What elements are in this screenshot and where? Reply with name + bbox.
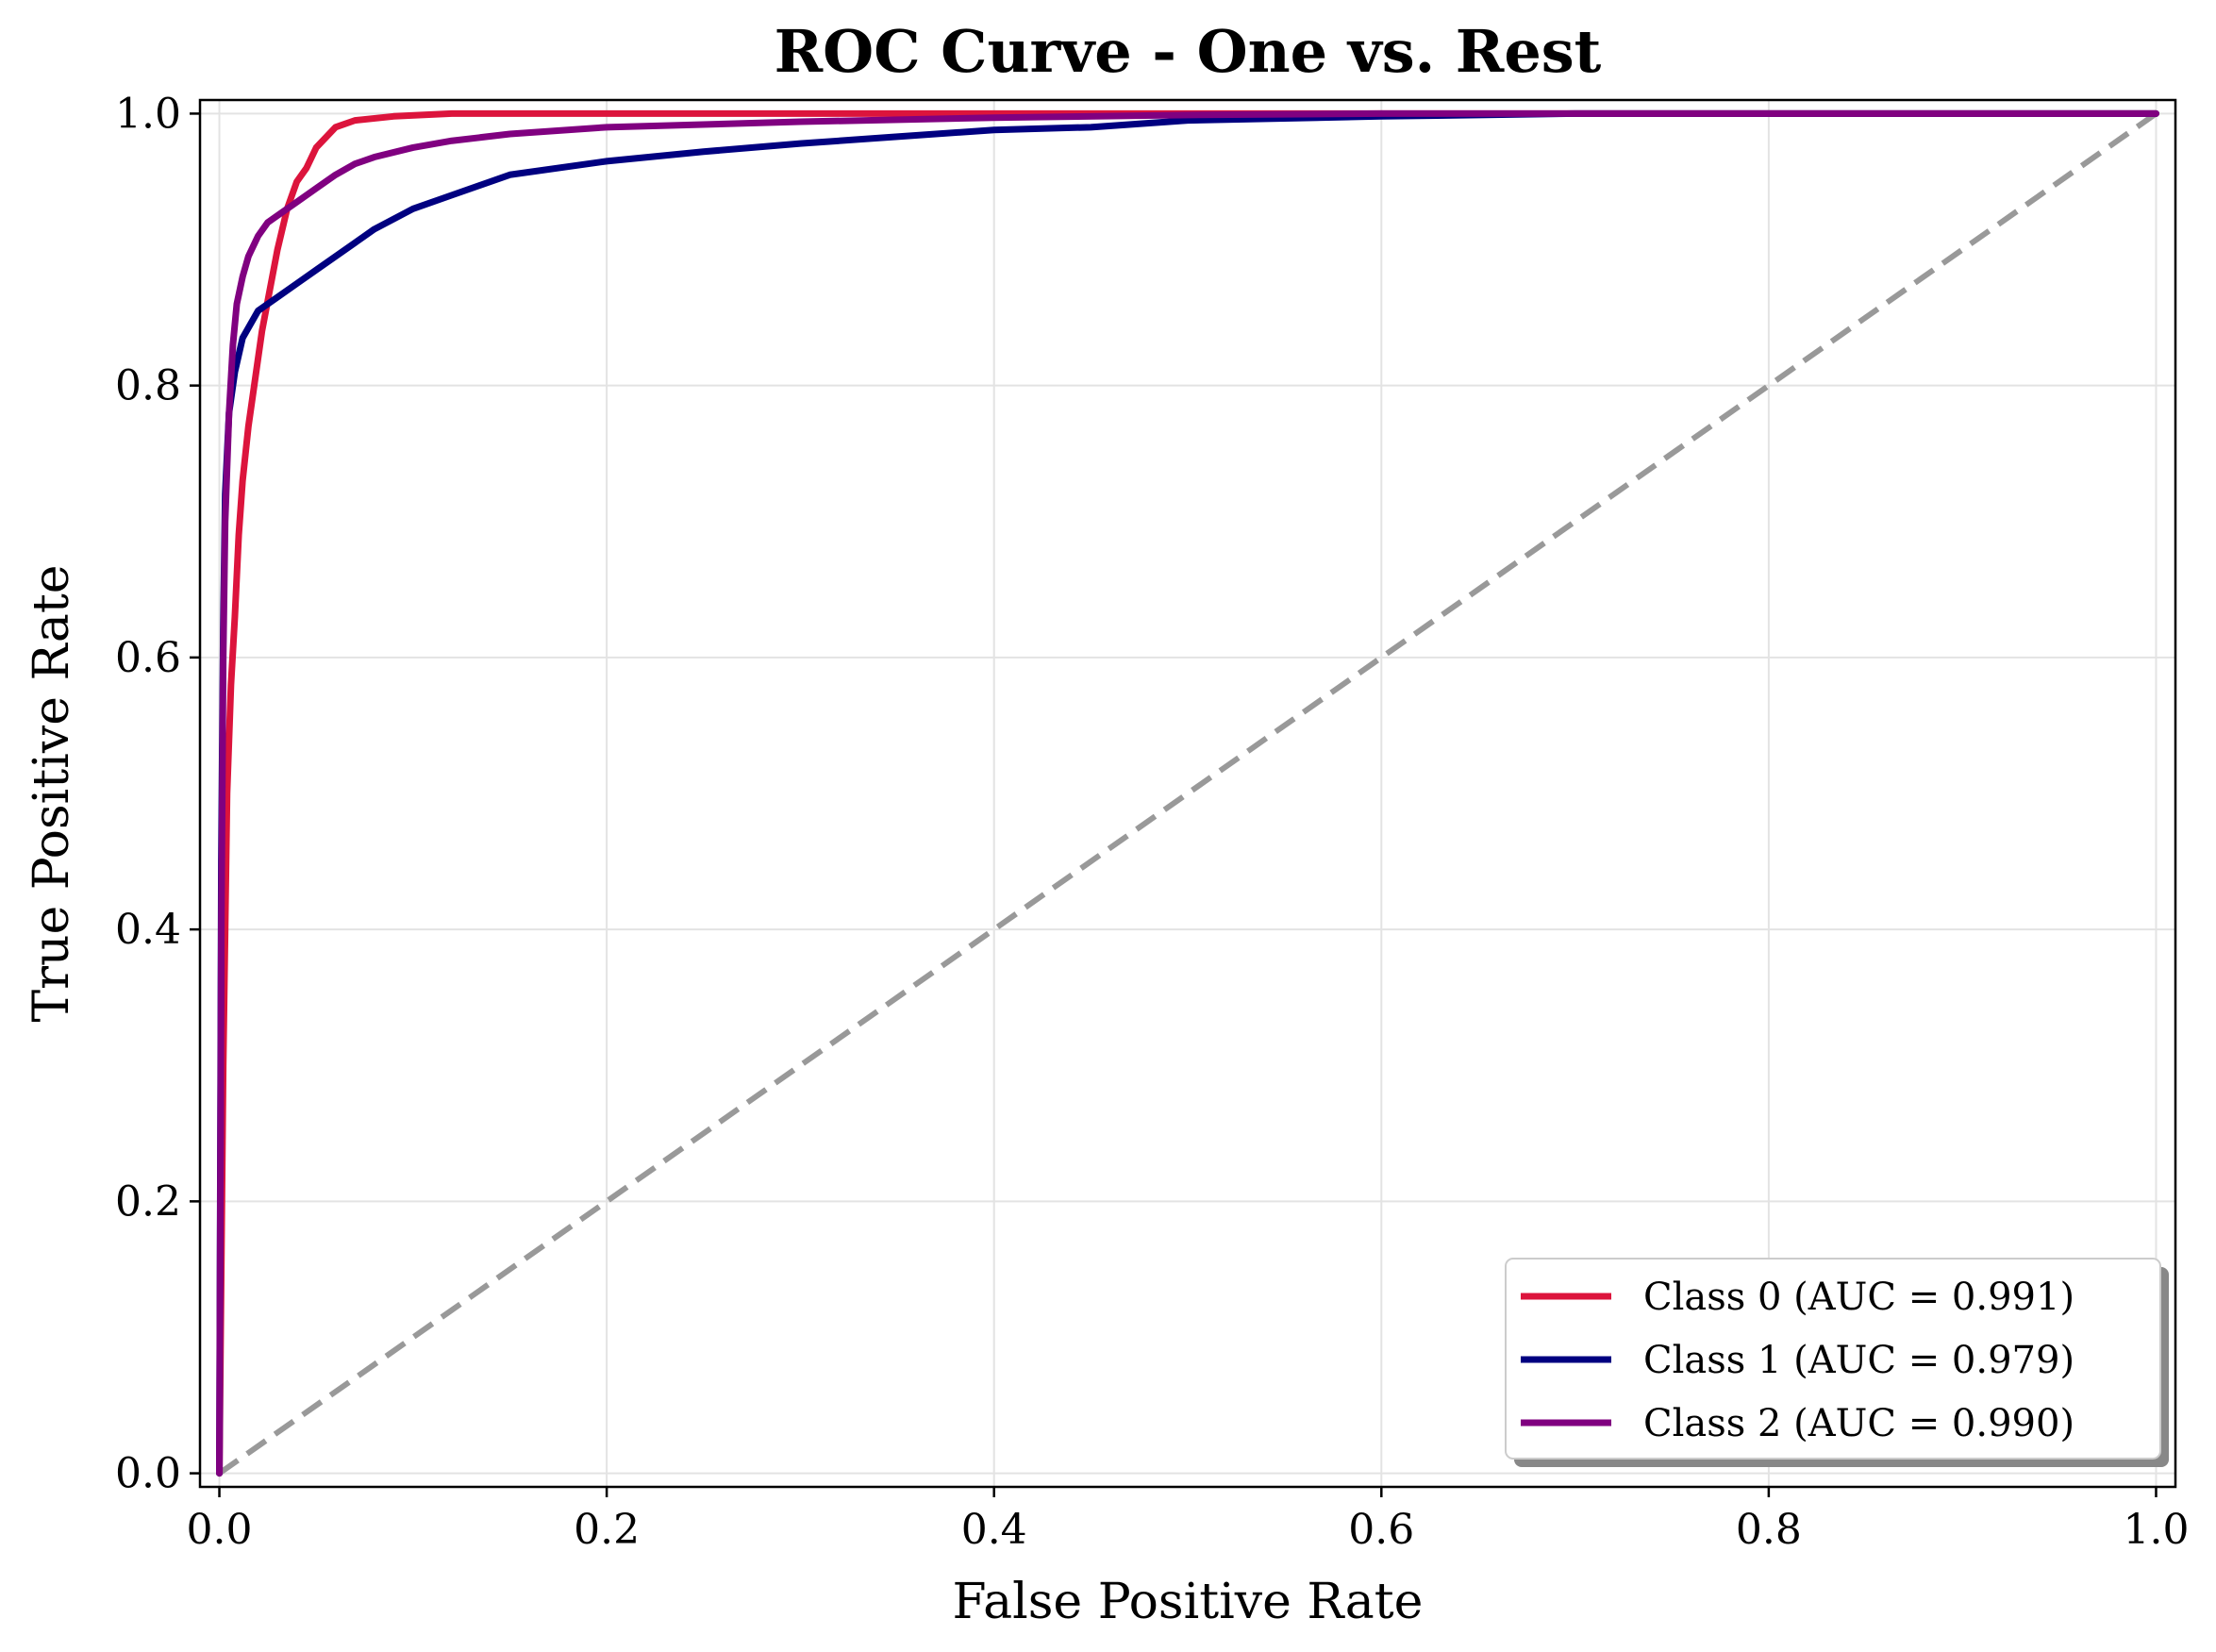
x-axis-ticks: 0.0 0.2 0.4 0.6 0.8 1.0	[187, 1487, 2189, 1554]
chart-title: ROC Curve - One vs. Rest	[775, 17, 1602, 86]
y-tick-label: 0.8	[115, 362, 181, 410]
diagonal-reference-line	[217, 110, 2158, 1477]
legend-label-class-1: Class 1 (AUC = 0.979)	[1643, 1339, 2074, 1382]
roc-curve-class-2	[216, 109, 2159, 1477]
x-tick-label: 0.8	[1736, 1506, 1802, 1554]
reference-line	[217, 110, 2158, 1477]
y-axis-ticks: 0.0 0.2 0.4 0.6 0.8 1.0	[115, 90, 200, 1498]
x-tick-label: 1.0	[2123, 1506, 2189, 1554]
legend-label-class-0: Class 0 (AUC = 0.991)	[1643, 1276, 2074, 1319]
x-tick-label: 0.6	[1348, 1506, 1414, 1554]
x-tick-label: 0.0	[187, 1506, 253, 1554]
y-tick-label: 0.2	[115, 1177, 181, 1226]
y-tick-label: 1.0	[115, 90, 181, 138]
y-tick-label: 0.6	[115, 634, 181, 682]
roc-curves	[216, 109, 2159, 1477]
legend: Class 0 (AUC = 0.991) Class 1 (AUC = 0.97…	[1505, 1258, 2169, 1467]
y-tick-label: 0.0	[115, 1450, 181, 1498]
plot-frame	[198, 98, 2177, 1489]
y-tick-label: 0.4	[115, 906, 181, 954]
x-tick-label: 0.2	[574, 1506, 640, 1554]
legend-label-class-2: Class 2 (AUC = 0.990)	[1643, 1402, 2074, 1445]
roc-curve-class-0	[216, 109, 2159, 1477]
y-axis-label: True Positive Rate	[24, 564, 80, 1022]
legend-box	[1505, 1258, 2161, 1460]
x-axis-label: False Positive Rate	[953, 1574, 1424, 1630]
x-tick-label: 0.4	[961, 1506, 1027, 1554]
